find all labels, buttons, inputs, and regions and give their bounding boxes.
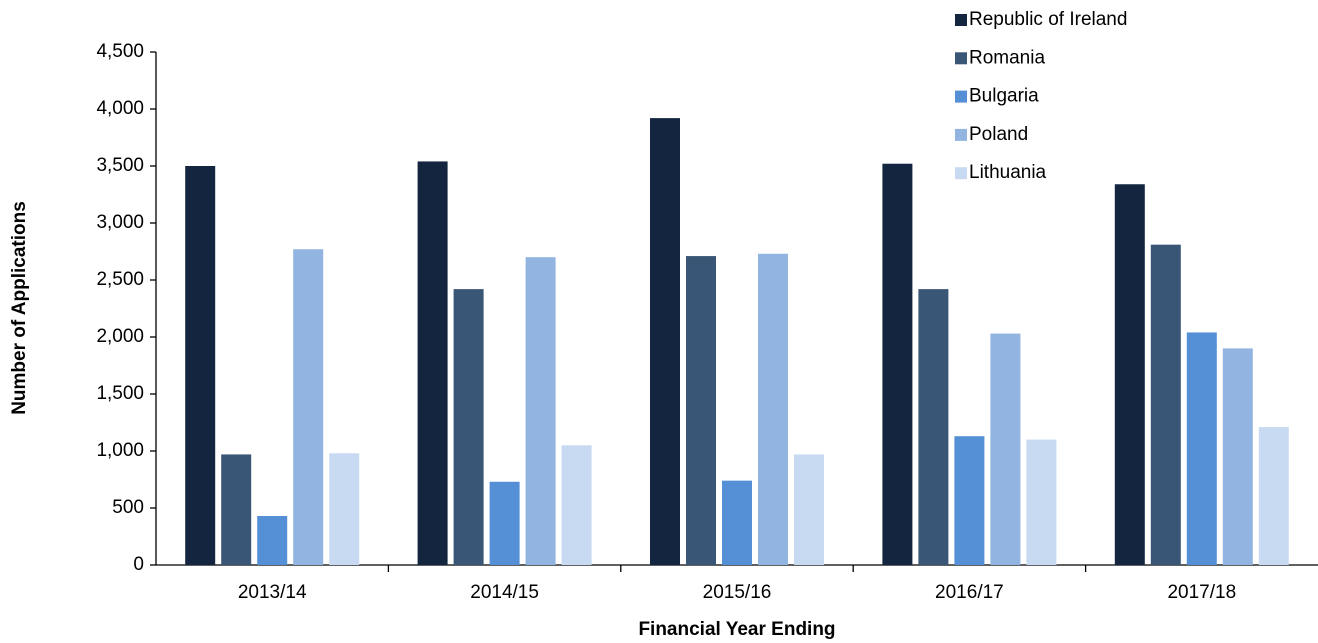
- y-tick-label: 4,500: [96, 41, 144, 62]
- x-tick-label: 2017/18: [1167, 582, 1236, 603]
- bar: [525, 257, 556, 565]
- bar: [257, 515, 288, 565]
- legend-swatch: [955, 90, 967, 103]
- bar: [882, 163, 913, 565]
- y-tick-label: 2,000: [96, 326, 144, 347]
- bar: [758, 253, 788, 565]
- bar: [221, 454, 252, 565]
- bar: [489, 481, 520, 565]
- y-tick-label: 4,000: [96, 98, 144, 119]
- bar: [722, 480, 752, 565]
- bar: [417, 161, 448, 565]
- legend-label: Romania: [969, 47, 1045, 68]
- bar: [686, 256, 716, 565]
- legend-swatch: [955, 167, 967, 180]
- y-axis-title: Number of Applications: [9, 201, 30, 415]
- bar: [990, 333, 1021, 565]
- bar: [918, 289, 949, 565]
- x-tick-label: 2013/14: [238, 582, 307, 603]
- y-tick-label: 3,500: [96, 155, 144, 176]
- legend-swatch: [955, 52, 967, 65]
- bar: [1026, 439, 1057, 565]
- bar: [185, 166, 216, 565]
- bar: [561, 445, 592, 565]
- x-tick-label: 2015/16: [703, 582, 772, 603]
- bar: [1222, 348, 1253, 565]
- bar: [1150, 244, 1181, 565]
- bar: [1258, 427, 1289, 565]
- legend-label: Bulgaria: [969, 86, 1039, 107]
- y-tick-label: 1,000: [96, 440, 144, 461]
- bar: [453, 289, 484, 565]
- bar: [954, 436, 985, 565]
- y-tick-label: 1,500: [96, 383, 144, 404]
- bar: [794, 454, 824, 565]
- y-tick-label: 2,500: [96, 269, 144, 290]
- legend-label: Poland: [969, 124, 1028, 145]
- legend-label: Lithuania: [969, 162, 1047, 183]
- x-tick-label: 2016/17: [935, 582, 1004, 603]
- bar: [1186, 332, 1217, 565]
- x-tick-label: 2014/15: [470, 582, 539, 603]
- y-tick-label: 0: [133, 554, 144, 575]
- bar: [650, 118, 680, 566]
- legend-swatch: [955, 128, 967, 141]
- bar: [293, 249, 324, 565]
- bar: [1114, 184, 1145, 566]
- bar: [329, 453, 360, 565]
- y-tick-label: 500: [112, 497, 144, 518]
- y-tick-label: 3,000: [96, 212, 144, 233]
- legend-label: Republic of Ireland: [969, 9, 1127, 30]
- legend-swatch: [955, 14, 967, 26]
- x-axis-title: Financial Year Ending: [638, 619, 835, 640]
